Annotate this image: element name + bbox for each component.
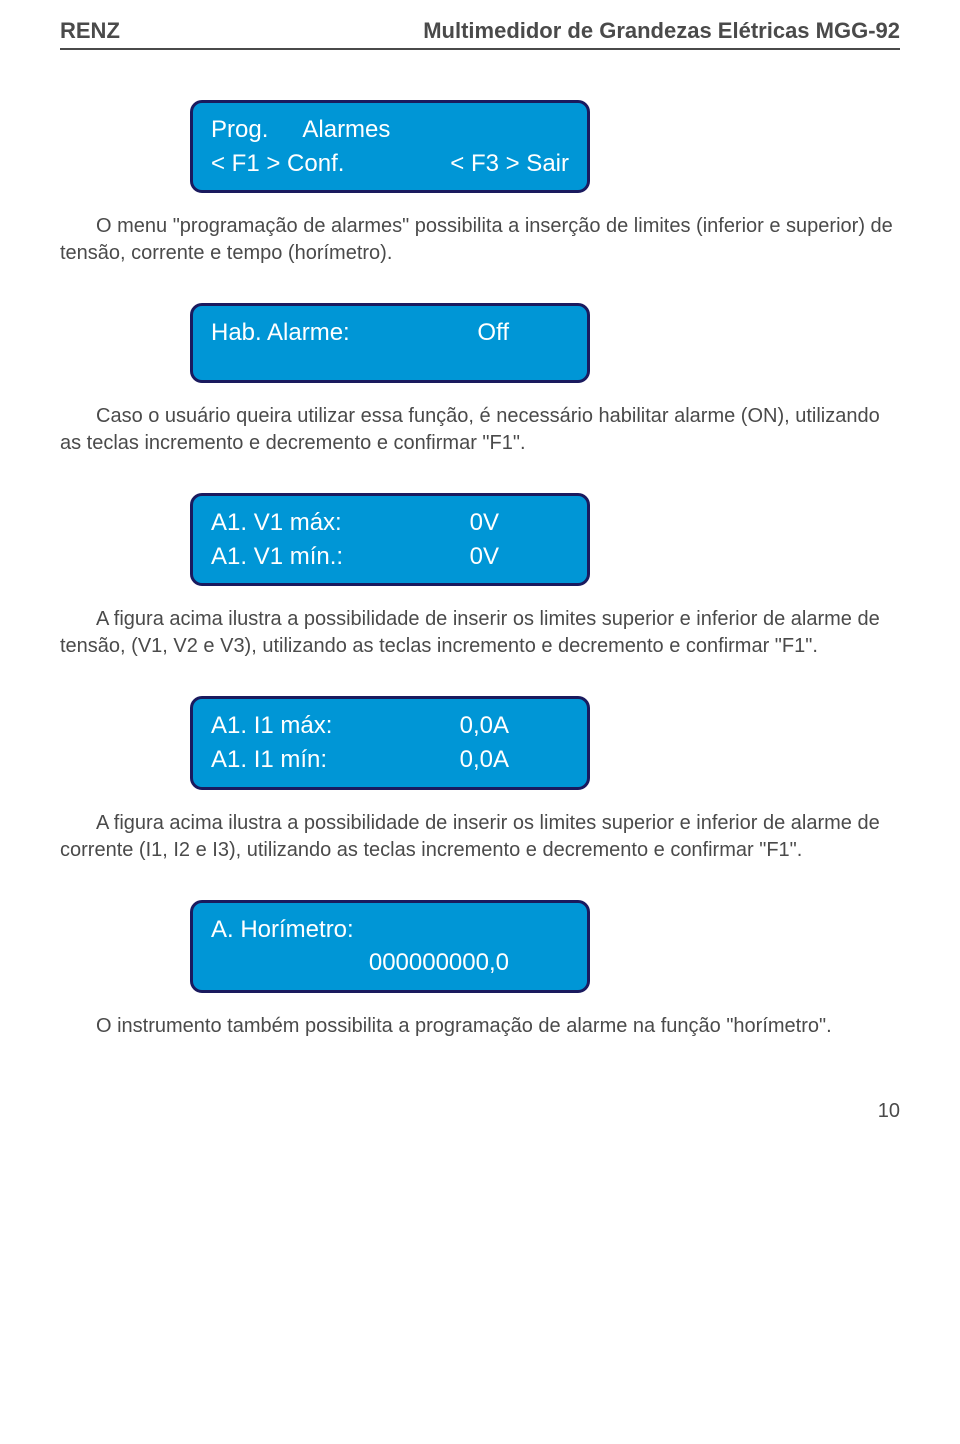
lcd-text: 0,0A	[460, 709, 509, 743]
lcd-text: Hab. Alarme:	[211, 316, 350, 350]
lcd-text: A1. V1 mín.:	[211, 540, 343, 574]
lcd-text: Prog.	[211, 113, 268, 147]
lcd-text: < F3 > Sair	[450, 147, 569, 181]
paragraph: A figura acima ilustra a possibilidade d…	[60, 810, 900, 864]
page-number: 10	[60, 1100, 900, 1123]
paragraph: O instrumento também possibilita a progr…	[60, 1013, 900, 1040]
lcd-row: Prog. Alarmes	[211, 113, 569, 147]
lcd-text: 0,0A	[460, 743, 509, 777]
lcd-hab-alarme: Hab. Alarme: Off	[190, 303, 590, 383]
page-title: Multimedidor de Grandezas Elétricas MGG-…	[423, 18, 900, 44]
lcd-i1-limits: A1. I1 máx: 0,0A A1. I1 mín: 0,0A	[190, 696, 590, 789]
lcd-horimetro: A. Horímetro: 000000000,0	[190, 900, 590, 993]
lcd-text: < F1 > Conf.	[211, 147, 344, 181]
paragraph: O menu "programação de alarmes" possibil…	[60, 213, 900, 267]
lcd-text: 0V	[470, 540, 499, 574]
lcd-row: A1. V1 mín.: 0V	[211, 540, 569, 574]
lcd-row: 000000000,0	[211, 946, 569, 980]
lcd-v1-limits: A1. V1 máx: 0V A1. V1 mín.: 0V	[190, 493, 590, 586]
lcd-text: Off	[477, 316, 509, 350]
page-header: RENZ Multimedidor de Grandezas Elétricas…	[60, 0, 900, 50]
lcd-row: A1. I1 máx: 0,0A	[211, 709, 569, 743]
lcd-text: A1. I1 máx:	[211, 709, 332, 743]
lcd-text: 0V	[470, 506, 499, 540]
paragraph: A figura acima ilustra a possibilidade d…	[60, 606, 900, 660]
lcd-row: A1. V1 máx: 0V	[211, 506, 569, 540]
lcd-text: A1. I1 mín:	[211, 743, 327, 777]
page-container: RENZ Multimedidor de Grandezas Elétricas…	[0, 0, 960, 1163]
lcd-text: A1. V1 máx:	[211, 506, 342, 540]
lcd-prog-alarmes: Prog. Alarmes < F1 > Conf. < F3 > Sair	[190, 100, 590, 193]
brand-label: RENZ	[60, 18, 120, 44]
lcd-row: Hab. Alarme: Off	[211, 316, 569, 350]
lcd-text: A. Horímetro:	[211, 913, 569, 947]
lcd-row: < F1 > Conf. < F3 > Sair	[211, 147, 569, 181]
lcd-text: 000000000,0	[369, 946, 509, 980]
lcd-text: Alarmes	[302, 113, 390, 147]
paragraph: Caso o usuário queira utilizar essa funç…	[60, 403, 900, 457]
lcd-row: A1. I1 mín: 0,0A	[211, 743, 569, 777]
